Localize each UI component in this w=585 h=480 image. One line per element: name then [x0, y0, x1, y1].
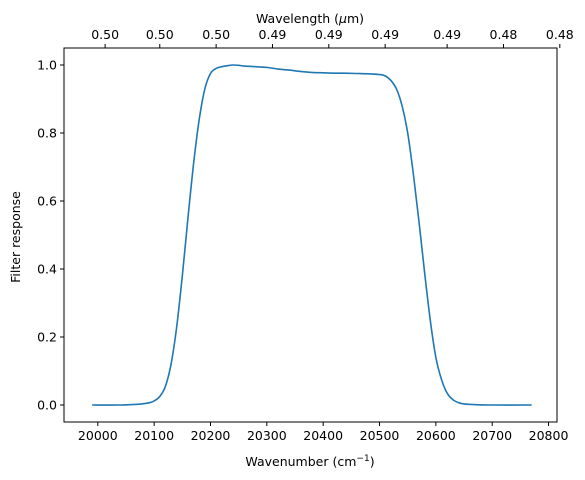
top-axis-label-unit: m): [347, 11, 364, 26]
x-axis-label-close: ): [370, 454, 375, 469]
top-tick-label: 0.50: [91, 27, 119, 42]
x-tick-label: 20200: [191, 428, 231, 443]
top-tick-label: 0.50: [202, 27, 230, 42]
y-tick-label: 1.0: [37, 58, 57, 73]
x-axis-label: Wavenumber (cm−1): [245, 454, 374, 469]
series-line: [92, 64, 532, 406]
y-tick-label: 0.0: [37, 398, 57, 413]
plot-area: [63, 47, 558, 423]
y-tick-label: 0.4: [37, 262, 57, 277]
top-tick-label: 0.49: [259, 27, 287, 42]
top-axis-label-text: Wavelength (: [256, 11, 339, 26]
x-tick-label: 20700: [472, 428, 512, 443]
y-tick-label: 0.6: [37, 194, 57, 209]
top-tick-label: 0.49: [315, 27, 343, 42]
x-axis-label-text: Wavenumber (cm: [245, 454, 356, 469]
top-tick-label: 0.48: [490, 27, 518, 42]
x-tick-label: 20500: [360, 428, 400, 443]
top-tick-label: 0.49: [371, 27, 399, 42]
y-tick-label: 0.2: [37, 330, 57, 345]
x-ticks: 20000 20100 20200 20300 20400 20500 20600 20700…: [78, 422, 569, 443]
x-tick-label: 20100: [134, 428, 174, 443]
x-tick-label: 20300: [247, 428, 287, 443]
x-tick-label: 20600: [416, 428, 456, 443]
x-tick-label: 20800: [529, 428, 569, 443]
top-axis-label: Wavelength (μm): [256, 11, 364, 26]
y-tick-label: 0.8: [37, 126, 57, 141]
svg-text:Wavelength (μm): Wavelength (μm): [256, 11, 364, 26]
top-ticks: 0.50 0.50 0.50 0.49 0.49 0.49 0.49 0.48 0.48: [91, 27, 574, 48]
top-tick-label: 0.48: [546, 27, 574, 42]
y-ticks: 0.0 0.2 0.4 0.6 0.8 1.0: [37, 58, 64, 413]
x-tick-label: 20400: [303, 428, 343, 443]
x-axis-label-sup: −1: [356, 454, 369, 464]
top-tick-label: 0.50: [146, 27, 174, 42]
top-axis-label-mu: μ: [338, 11, 347, 26]
y-axis-label: Filter response: [8, 191, 23, 283]
top-tick-label: 0.49: [433, 27, 461, 42]
series-layer: [92, 64, 532, 406]
x-tick-label: 20000: [78, 428, 118, 443]
